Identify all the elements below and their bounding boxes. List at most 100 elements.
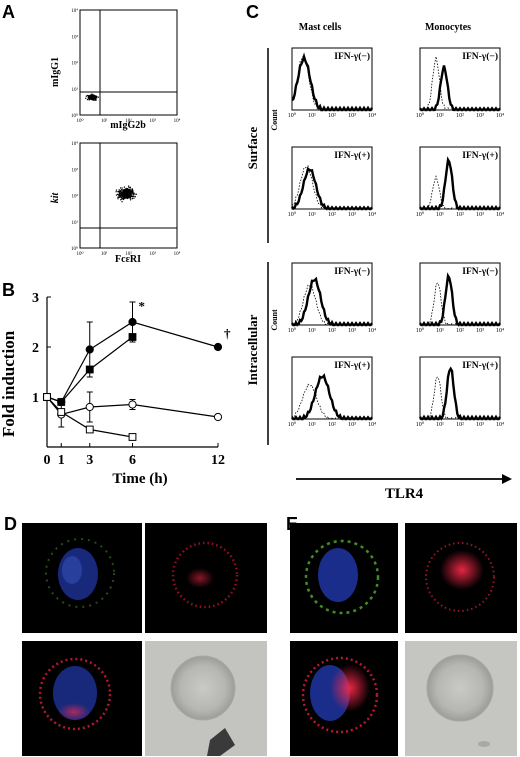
histogram-xtick: 10² [456,113,464,119]
panel-a-xtick: 10³ [150,251,157,257]
histogram-xtick: 10¹ [308,113,316,119]
panel-a-bottom-xlabel: FcεRI [115,254,141,265]
histogram-xtick: 10² [328,422,336,428]
panel-label-a: A [2,2,15,22]
condition-label: IFN-γ(−) [462,266,498,277]
histogram-xtick: 10³ [476,422,484,428]
histogram-frame [291,356,373,420]
panel-c-histograms: Mast cells Monocytes Surface Count Intra… [245,22,512,502]
intracellular-label: Intracellular [245,314,260,385]
significance-marker: * [139,299,146,314]
histogram-xtick: 10⁴ [368,328,376,334]
histogram-xtick: 10¹ [436,328,444,334]
data-point [213,412,223,422]
panel-a-top-ylabel: mIgG1 [50,57,61,87]
panel-a-ytick: 10⁴ [71,141,78,147]
histogram-xtick: 10⁰ [288,421,297,428]
panel-a-xtick: 10² [125,251,132,257]
histogram-xtick: 10⁴ [496,422,504,428]
panel-label-b: B [2,280,15,300]
panel-label-c: C [246,2,259,22]
histogram-tlr4-curve [419,156,501,211]
histogram-xtick: 10³ [476,113,484,119]
histogram-xtick: 10² [456,212,464,218]
panel-a-ytick: 10⁰ [71,113,78,119]
count-label-intracellular: Count [270,309,279,331]
panel-e-micrographs [290,523,517,756]
x-tick-label: 3 [86,453,93,468]
panel-a-ytick: 10¹ [72,220,79,226]
histogram-xtick: 10⁴ [496,113,504,119]
surface-label: Surface [245,126,260,169]
panel-a-bottom-dotplot: kit FcεRI [50,142,178,265]
condition-label: IFN-γ(+) [334,150,370,161]
chart-ylabel: Fold induction [0,330,18,437]
panel-a-top-dotplot: mIgG1 mIgG2b [50,9,178,131]
data-point [85,365,94,374]
panel-a-ytick: 10⁰ [71,246,78,252]
histogram-xtick: 10³ [348,113,356,119]
count-label-surface: Count [270,109,279,131]
histogram-xtick: 10² [456,328,464,334]
histogram-xtick: 10³ [348,328,356,334]
panel-a-ytick: 10³ [72,34,79,40]
histogram-xtick: 10³ [348,422,356,428]
condition-label: IFN-γ(−) [334,51,370,62]
histogram-xtick: 10⁰ [288,211,297,218]
histogram-tlr4-curve [291,166,373,211]
data-point [57,408,66,416]
histogram-xtick: 10⁴ [368,422,376,428]
histogram-isotype-curve [419,56,501,111]
histogram-tlr4-curve [291,373,373,421]
histogram-xtick: 10² [328,328,336,334]
data-point [128,433,137,441]
histogram-xtick: 10¹ [308,212,316,218]
significance-marker: † [224,326,231,341]
data-point [43,393,51,401]
condition-label: IFN-γ(−) [462,51,498,62]
data-point [85,402,94,412]
data-point [128,333,137,341]
x-tick-label: 6 [129,453,136,468]
condition-label: IFN-γ(+) [462,150,498,161]
histogram-xtick: 10⁰ [288,112,297,119]
x-tick-label: 12 [211,453,225,468]
histogram-tlr4-curve [418,366,502,421]
histogram-xtick: 10² [456,422,464,428]
y-tick-label: 1 [32,391,39,406]
x-tick-label: 1 [58,453,65,468]
histogram-xtick: 10⁴ [496,328,504,334]
panel-a-xtick: 10⁴ [174,118,181,124]
condition-label: IFN-γ(+) [462,360,498,371]
x-tick-label: 0 [44,453,51,468]
data-point [128,400,137,409]
histogram-isotype-curve [419,282,501,326]
histogram-xtick: 10⁴ [368,113,376,119]
histogram-isotype-curve [419,175,501,210]
col-label-mast-cells: Mast cells [299,22,342,33]
y-tick-label: 3 [32,291,39,306]
histogram-xtick: 10¹ [308,328,316,334]
panel-a-xtick: 10¹ [101,251,108,257]
panel-a-ytick: 10⁴ [71,8,78,14]
histogram-xtick: 10¹ [308,422,316,428]
histogram-xtick: 10⁰ [288,327,297,334]
histogram-tlr4-curve [419,65,501,112]
data-point [85,345,94,354]
condition-label: IFN-γ(−) [334,266,370,277]
histogram-xtick: 10¹ [436,212,444,218]
panel-a-ytick: 10³ [72,167,79,173]
panel-a-xtick: 10¹ [101,118,108,124]
data-point [213,342,223,352]
panel-d-micrographs [22,523,267,756]
condition-label: IFN-γ(+) [334,360,370,371]
histogram-isotype-curve [291,52,373,111]
y-tick-label: 2 [32,341,39,356]
series-line-4 [46,396,133,438]
panel-a-ytick: 10² [72,194,79,200]
panel-a-ytick: 10² [72,61,79,67]
tlr4-axis-label: TLR4 [385,486,424,502]
panel-a-xtick: 10⁴ [174,251,181,257]
histogram-xtick: 10⁰ [416,211,425,218]
